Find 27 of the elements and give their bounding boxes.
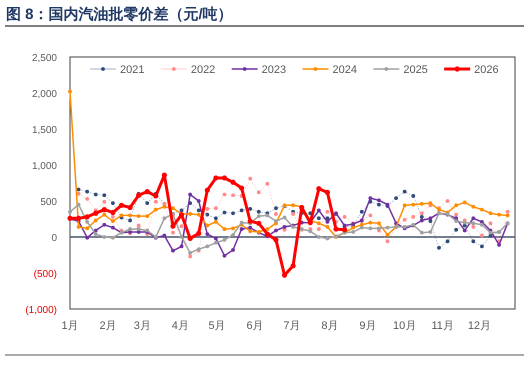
legend-label: 2025 [403,64,428,76]
x-tick-label: 9月 [359,320,376,332]
y-tick-label: (1,000) [25,305,57,316]
x-tick-label: 11月 [431,320,454,332]
y-tick-label: 2,000 [32,89,58,100]
x-tick-label: 12月 [468,320,492,332]
y-tick-label: 2,500 [32,53,58,64]
legend-label: 2026 [474,64,499,76]
legend-label: 2023 [262,64,286,76]
x-tick-label: 4月 [172,320,189,332]
x-tick-label: 2月 [99,320,117,332]
y-tick-label: 1,000 [32,161,58,172]
x-tick-label: 6月 [246,320,264,332]
x-tick-label: 7月 [283,320,300,332]
x-tick-label: 3月 [134,320,151,332]
x-tick-label: 8月 [321,320,338,332]
chart-title: 图 8：国内汽油批零价差（元/吨） [6,6,233,23]
y-tick-label: 1,500 [32,125,58,136]
y-tick-label: (500) [34,269,57,280]
y-tick-label: 0 [51,233,58,244]
x-tick-label: 10月 [393,320,416,332]
legend-label: 2024 [332,64,357,76]
legend-label: 2021 [120,64,144,76]
legend-label: 2022 [190,64,216,76]
x-tick-label: 1月 [61,320,79,332]
y-tick-label: 500 [40,197,58,208]
x-tick-label: 5月 [208,320,226,332]
